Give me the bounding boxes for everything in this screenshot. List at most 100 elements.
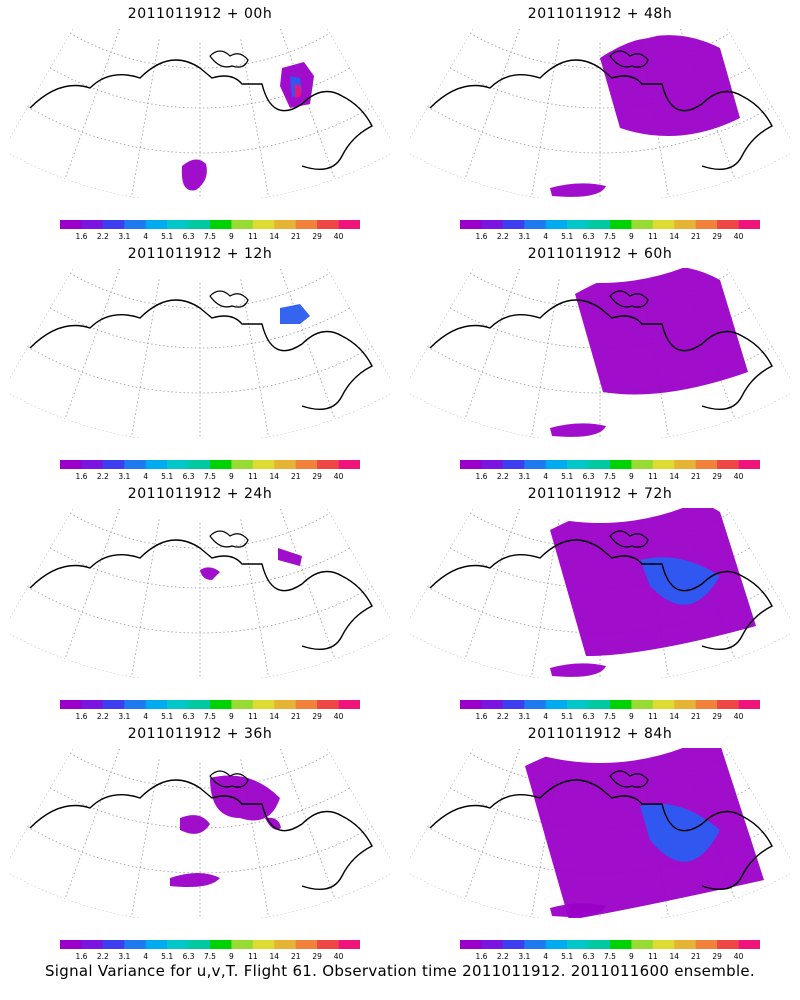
colorbar-swatch bbox=[545, 220, 568, 229]
colorbar-label: 5.1 bbox=[561, 232, 573, 240]
colorbar-swatch bbox=[124, 220, 147, 229]
meridian-line bbox=[279, 268, 336, 420]
colorbar-swatch bbox=[167, 700, 189, 709]
colorbar-swatch bbox=[631, 700, 654, 709]
latitude-line bbox=[427, 346, 773, 394]
colorbar-swatch bbox=[545, 940, 568, 949]
meridian-line bbox=[464, 268, 521, 420]
colorbar-label: 4 bbox=[143, 232, 148, 240]
projection-map bbox=[10, 268, 390, 438]
colorbar-label: 1.6 bbox=[75, 232, 87, 240]
colorbar-swatch bbox=[631, 220, 654, 229]
colorbar-label: 1.6 bbox=[475, 952, 487, 960]
colorbar-swatch bbox=[188, 700, 211, 709]
colorbar-swatch bbox=[502, 460, 525, 469]
meridian-line bbox=[131, 519, 160, 678]
colorbar-label: 11 bbox=[648, 472, 658, 480]
colorbar-swatch bbox=[145, 220, 168, 229]
colorbar: 1.6 2.2 3.1 4 5.1 6.3 7.5 9 11 14 21 29 40 bbox=[460, 220, 760, 240]
colorbar-label: 40 bbox=[334, 712, 344, 720]
colorbar-swatch bbox=[631, 940, 654, 949]
colorbar-label: 5.1 bbox=[561, 952, 573, 960]
colorbar-label: 11 bbox=[648, 952, 658, 960]
arctic-islands bbox=[209, 50, 249, 68]
coastline bbox=[429, 779, 773, 890]
latitude-line bbox=[10, 389, 390, 438]
latitude-line bbox=[69, 752, 331, 789]
colorbar-label: 9 bbox=[629, 472, 634, 480]
colorbar-label: 3.1 bbox=[518, 712, 530, 720]
variance-field bbox=[280, 304, 310, 324]
colorbar-swatch bbox=[60, 700, 82, 709]
coastline bbox=[429, 59, 773, 170]
colorbar-swatch bbox=[317, 940, 339, 949]
colorbar-swatch bbox=[460, 940, 482, 949]
panel-title: 2011011912 + 36h bbox=[127, 726, 273, 742]
colorbar-label: 9 bbox=[629, 712, 634, 720]
colorbar-swatch bbox=[295, 220, 318, 229]
panel-title: 2011011912 + 72h bbox=[527, 486, 673, 502]
colorbar-swatch bbox=[502, 940, 525, 949]
variance-field bbox=[575, 268, 748, 395]
latitude-line bbox=[27, 586, 373, 634]
arctic-islands bbox=[209, 290, 249, 308]
colorbar-label: 29 bbox=[712, 472, 722, 480]
colorbar-label: 6.3 bbox=[183, 232, 195, 240]
meridian-line bbox=[410, 268, 483, 391]
colorbar-swatch bbox=[460, 700, 482, 709]
colorbar-swatch bbox=[567, 220, 589, 229]
colorbar-label: 29 bbox=[312, 472, 322, 480]
meridian-line bbox=[317, 268, 390, 391]
colorbar-swatch bbox=[252, 940, 275, 949]
colorbar-swatch bbox=[81, 220, 104, 229]
colorbar-label: 7.5 bbox=[204, 952, 216, 960]
colorbar-label: 21 bbox=[291, 472, 301, 480]
meridian-line bbox=[10, 268, 83, 391]
colorbar-label: 9 bbox=[229, 712, 234, 720]
colorbar-swatch bbox=[674, 700, 697, 709]
colorbar-swatch bbox=[317, 220, 339, 229]
colorbar-label: 1.6 bbox=[75, 712, 87, 720]
colorbar-label: 2.2 bbox=[497, 952, 509, 960]
colorbar-label: 6.3 bbox=[183, 712, 195, 720]
colorbar-swatch bbox=[652, 940, 675, 949]
colorbar-label: 7.5 bbox=[604, 232, 616, 240]
colorbar-label: 29 bbox=[712, 952, 722, 960]
meridian-line bbox=[131, 39, 160, 198]
colorbar-label: 14 bbox=[670, 472, 680, 480]
colorbar-swatch bbox=[481, 940, 504, 949]
panel-title: 2011011912 + 24h bbox=[127, 486, 273, 502]
colorbar-label: 21 bbox=[691, 712, 701, 720]
colorbar-label: 6.3 bbox=[583, 952, 595, 960]
meridian-line bbox=[464, 508, 521, 660]
meridian-line bbox=[240, 519, 269, 678]
colorbar-label: 2.2 bbox=[97, 712, 109, 720]
colorbar-label: 9 bbox=[229, 232, 234, 240]
coastline bbox=[429, 539, 773, 650]
colorbar-swatch bbox=[252, 220, 275, 229]
colorbar-swatch bbox=[738, 220, 760, 229]
colorbar-swatch bbox=[652, 700, 675, 709]
meridian-line bbox=[64, 508, 121, 660]
colorbar-swatch bbox=[481, 220, 504, 229]
colorbar-label: 40 bbox=[334, 952, 344, 960]
colorbar-label: 3.1 bbox=[518, 472, 530, 480]
colorbar-label: 7.5 bbox=[604, 472, 616, 480]
arctic-islands bbox=[609, 530, 649, 548]
colorbar-swatch bbox=[167, 460, 189, 469]
panel-title: 2011011912 + 84h bbox=[527, 726, 673, 742]
colorbar-swatch bbox=[274, 940, 297, 949]
colorbar-label: 2.2 bbox=[97, 472, 109, 480]
colorbar-label: 14 bbox=[670, 232, 680, 240]
colorbar-label: 2.2 bbox=[497, 712, 509, 720]
colorbar-swatch bbox=[524, 460, 547, 469]
colorbar-swatch bbox=[188, 460, 211, 469]
colorbar-swatch bbox=[145, 700, 168, 709]
forecast-panel: 2011011912 + 12h 1.6 2.2 3.1 4 5.1 6.3 7.5 9 11 14… bbox=[0, 240, 400, 480]
colorbar-swatch bbox=[674, 460, 697, 469]
colorbar-label: 6.3 bbox=[583, 472, 595, 480]
colorbar-swatch bbox=[295, 460, 318, 469]
colorbar-swatch bbox=[610, 940, 632, 949]
meridian-line bbox=[279, 508, 336, 660]
colorbar-swatch bbox=[610, 220, 632, 229]
